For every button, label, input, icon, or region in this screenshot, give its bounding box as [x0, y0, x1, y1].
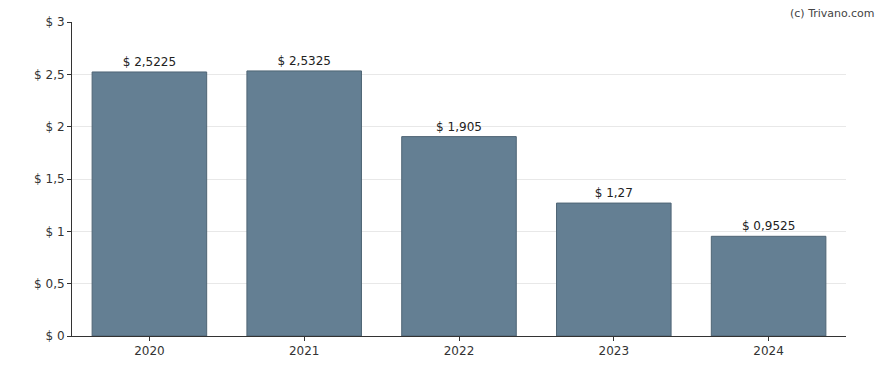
- svg-text:2024: 2024: [753, 344, 784, 358]
- svg-text:$ 1,905: $ 1,905: [436, 120, 482, 134]
- svg-text:2020: 2020: [134, 344, 165, 358]
- svg-text:$ 0,9525: $ 0,9525: [742, 219, 795, 233]
- svg-text:$ 1,5: $ 1,5: [34, 172, 65, 186]
- svg-text:$ 1,27: $ 1,27: [595, 186, 633, 200]
- svg-text:$ 0: $ 0: [46, 329, 65, 343]
- svg-text:$ 1: $ 1: [46, 225, 65, 239]
- svg-text:2023: 2023: [599, 344, 630, 358]
- svg-text:$ 2,5325: $ 2,5325: [277, 54, 330, 68]
- svg-text:$ 3: $ 3: [46, 15, 65, 29]
- svg-text:2022: 2022: [444, 344, 475, 358]
- svg-text:$ 2: $ 2: [46, 120, 65, 134]
- svg-text:$ 2,5: $ 2,5: [34, 68, 65, 82]
- svg-text:$ 2,5225: $ 2,5225: [123, 55, 176, 69]
- svg-text:$ 0,5: $ 0,5: [34, 277, 65, 291]
- svg-text:(c) Trivano.com: (c) Trivano.com: [790, 7, 875, 20]
- svg-text:2021: 2021: [289, 344, 320, 358]
